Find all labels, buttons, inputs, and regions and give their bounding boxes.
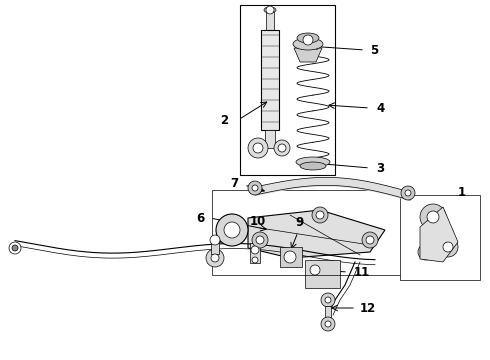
Circle shape [321, 293, 335, 307]
Text: 10: 10 [250, 215, 266, 228]
Circle shape [284, 251, 296, 263]
Bar [305, 260, 340, 288]
Bar [400, 195, 480, 280]
Text: 11: 11 [354, 266, 370, 279]
Ellipse shape [264, 7, 276, 13]
Circle shape [251, 246, 259, 254]
Polygon shape [420, 207, 458, 262]
Circle shape [362, 232, 378, 248]
Bar [325, 306, 331, 322]
Circle shape [9, 242, 21, 254]
Circle shape [443, 242, 453, 252]
Circle shape [366, 236, 374, 244]
Bar [211, 240, 219, 254]
Circle shape [278, 144, 286, 152]
Text: 8: 8 [224, 213, 232, 226]
Circle shape [248, 138, 268, 158]
Ellipse shape [300, 162, 326, 170]
Text: 12: 12 [360, 302, 376, 315]
Circle shape [252, 257, 258, 263]
Circle shape [316, 211, 324, 219]
Circle shape [216, 214, 248, 246]
Circle shape [211, 254, 219, 262]
Circle shape [401, 186, 415, 200]
Polygon shape [294, 48, 322, 62]
Circle shape [253, 143, 263, 153]
Polygon shape [250, 243, 260, 263]
Circle shape [321, 317, 335, 331]
Text: 4: 4 [376, 102, 384, 114]
Ellipse shape [297, 33, 319, 43]
Text: 5: 5 [370, 44, 378, 57]
Circle shape [252, 185, 258, 191]
Circle shape [210, 235, 220, 245]
Circle shape [438, 237, 458, 257]
Circle shape [206, 249, 224, 267]
Circle shape [274, 140, 290, 156]
Bar [261, 30, 279, 130]
Circle shape [256, 236, 264, 244]
Circle shape [325, 321, 331, 327]
Circle shape [252, 232, 268, 248]
Text: 3: 3 [376, 162, 384, 175]
Text: 1: 1 [458, 185, 466, 198]
Text: 7: 7 [230, 176, 238, 189]
Circle shape [266, 6, 274, 14]
Circle shape [418, 244, 434, 260]
Circle shape [303, 35, 313, 45]
Bar [240, 5, 335, 175]
Ellipse shape [296, 157, 330, 167]
Circle shape [248, 181, 262, 195]
Bar [265, 130, 275, 148]
Circle shape [420, 204, 446, 230]
Circle shape [427, 211, 439, 223]
Circle shape [310, 265, 320, 275]
Circle shape [312, 207, 328, 223]
Text: 9: 9 [296, 216, 304, 229]
Bar [212, 190, 405, 275]
Circle shape [325, 297, 331, 303]
Polygon shape [248, 210, 385, 258]
Bar [280, 247, 302, 267]
Bar [266, 10, 274, 30]
Text: 6: 6 [196, 212, 204, 225]
Ellipse shape [293, 38, 323, 50]
Circle shape [224, 222, 240, 238]
Circle shape [405, 190, 411, 196]
Circle shape [12, 245, 18, 251]
Text: 2: 2 [220, 113, 228, 126]
